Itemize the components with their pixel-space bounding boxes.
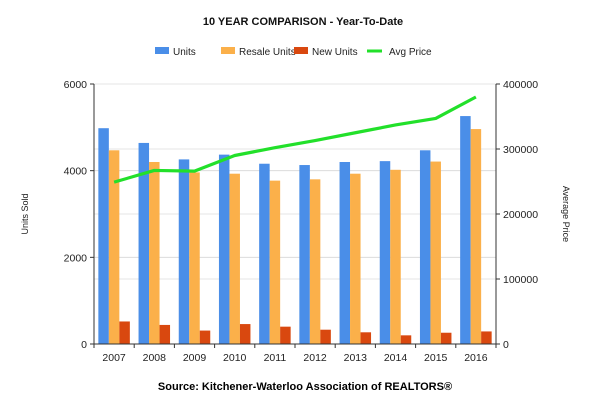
tick-label-right-300000: 300000 (503, 144, 538, 156)
bar-new-units-2010 (239, 324, 251, 344)
tick-label-x-2008: 2008 (143, 352, 167, 364)
avg-price-series-line (113, 95, 477, 184)
bar-resale-units-2007 (108, 150, 120, 344)
legend-swatch-resale-units (221, 47, 235, 54)
bar-resale-units-2015 (430, 161, 441, 344)
legend-label-avg-price: Avg Price (389, 47, 432, 58)
tick-label-right-0: 0 (503, 339, 509, 351)
bar-new-units-2007 (119, 321, 130, 344)
tick-label-left-0: 0 (81, 339, 87, 351)
tick-label-x-2010: 2010 (223, 352, 247, 364)
bar-resale-units-2016 (470, 129, 482, 344)
y-axis-title: Units Sold (20, 193, 30, 234)
bar-resale-units-2009 (189, 172, 200, 344)
bar-resale-units-2011 (269, 180, 281, 344)
bar-new-units-2012 (320, 329, 331, 344)
bar-units-2012 (299, 165, 310, 344)
tick-label-x-2013: 2013 (344, 352, 368, 364)
bar-new-units-2015 (440, 332, 452, 344)
bar-new-units-2016 (481, 331, 492, 344)
bar-new-units-2011 (280, 326, 291, 344)
bar-units-2009 (178, 159, 190, 344)
bar-resale-units-2013 (350, 173, 361, 344)
chart-title: 10 YEAR COMPARISON - Year-To-Date (203, 16, 403, 28)
y-axis-ticks-left: 0 2000 4000 6000 (64, 79, 94, 351)
bar-new-units-2009 (199, 330, 211, 344)
bar-new-units-2008 (159, 324, 171, 344)
legend-label-resale-units: Resale Units (239, 47, 296, 58)
bar-new-units-2013 (360, 332, 372, 344)
legend-swatch-new-units (294, 47, 308, 54)
x-axis-ticks: 2007 2008 2009 2010 2011 2012 2013 2014 2015 2016 (93, 344, 497, 364)
legend-swatch-units (155, 47, 169, 54)
bar-resale-units-2010 (229, 173, 240, 344)
bar-resale-units-2014 (390, 169, 401, 344)
bar-units-2015 (419, 150, 431, 344)
tick-label-x-2009: 2009 (183, 352, 207, 364)
tick-label-right-100000: 100000 (503, 274, 538, 286)
avg-price-line (113, 95, 477, 184)
tick-label-left-6000: 6000 (64, 79, 88, 91)
tick-label-x-2016: 2016 (464, 352, 488, 364)
bar-units-2008 (138, 142, 150, 344)
y2-axis-title: Average Price (561, 186, 571, 242)
bars (98, 116, 492, 344)
legend-label-new-units: New Units (312, 47, 358, 58)
tick-label-x-2011: 2011 (264, 352, 287, 364)
tick-label-x-2014: 2014 (384, 352, 408, 364)
tick-label-x-2012: 2012 (303, 352, 327, 364)
bar-units-2011 (259, 163, 270, 344)
bar-units-2014 (379, 161, 391, 344)
tick-label-right-400000: 400000 (503, 79, 538, 91)
tick-label-x-2007: 2007 (102, 352, 126, 364)
bar-resale-units-2012 (309, 179, 321, 344)
bar-units-2007 (98, 128, 109, 344)
bar-units-2016 (460, 116, 471, 344)
y-axis-ticks-right: 0 100000 200000 300000 400000 (496, 79, 538, 351)
legend: Units Resale Units New Units Avg Price (155, 47, 432, 58)
source-note: Source: Kitchener-Waterloo Association o… (158, 381, 452, 393)
tick-label-left-2000: 2000 (64, 252, 88, 264)
tick-label-right-200000: 200000 (503, 209, 538, 221)
legend-label-units: Units (173, 47, 196, 58)
bar-new-units-2014 (400, 335, 412, 344)
tick-label-left-4000: 4000 (64, 166, 88, 178)
bar-units-2010 (218, 154, 230, 344)
tick-label-x-2015: 2015 (424, 352, 448, 364)
bar-units-2013 (339, 162, 351, 344)
bar-resale-units-2008 (149, 162, 160, 344)
